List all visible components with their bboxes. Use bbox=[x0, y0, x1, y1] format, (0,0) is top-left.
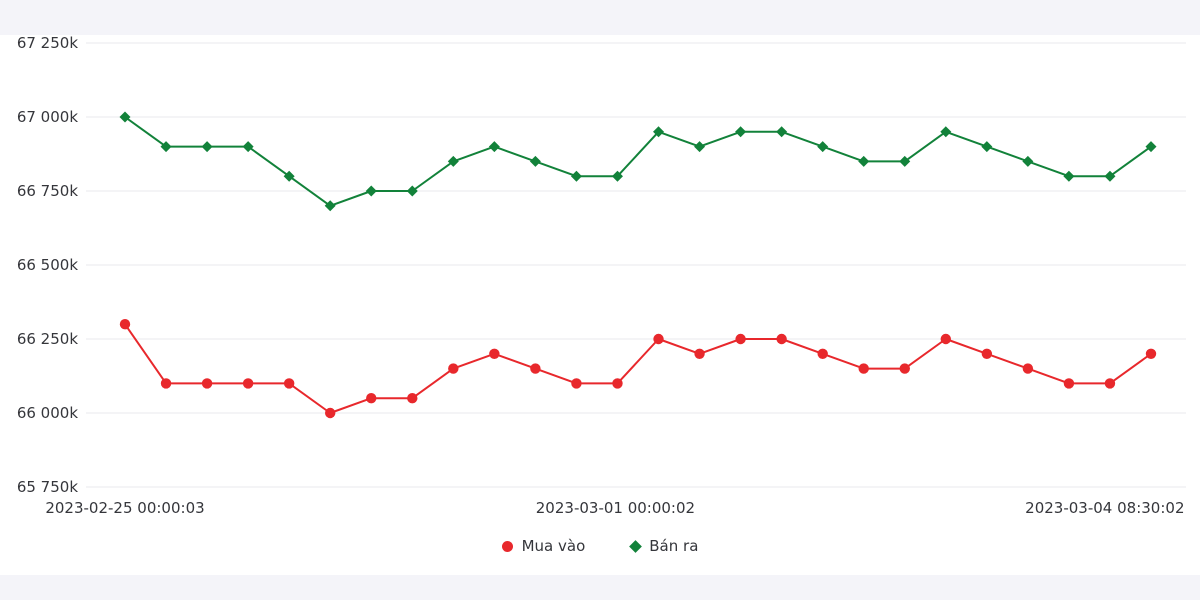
data-point-diamond[interactable] bbox=[1063, 170, 1075, 182]
data-point-diamond[interactable] bbox=[1022, 155, 1034, 167]
y-tick-label: 66 750k bbox=[17, 182, 78, 200]
data-point-diamond[interactable] bbox=[324, 200, 336, 212]
legend-item-ban-ra[interactable]: Bán ra bbox=[629, 537, 699, 555]
series-mua-vao bbox=[119, 319, 1157, 419]
data-point-circle[interactable] bbox=[858, 363, 869, 374]
y-tick-label: 66 500k bbox=[17, 256, 78, 274]
data-point-circle[interactable] bbox=[940, 333, 951, 345]
data-point-circle[interactable] bbox=[981, 348, 993, 359]
data-point-circle[interactable] bbox=[283, 378, 295, 389]
data-point-diamond[interactable] bbox=[160, 141, 172, 153]
y-tick-label: 66 000k bbox=[17, 404, 78, 422]
legend-item-mua-vao[interactable]: Mua vào bbox=[501, 537, 586, 555]
y-tick-label: 67 250k bbox=[17, 35, 78, 52]
gold-price-chart-panel: 67 250k 67 000k 66 750k 66 500k 66 250k 66 00… bbox=[0, 35, 1200, 575]
data-point-circle[interactable] bbox=[1145, 348, 1157, 359]
data-point-diamond[interactable] bbox=[242, 141, 254, 153]
data-point-diamond[interactable] bbox=[119, 111, 131, 123]
data-point-circle[interactable] bbox=[1022, 363, 1034, 374]
data-point-diamond[interactable] bbox=[488, 141, 500, 153]
data-point-circle[interactable] bbox=[160, 378, 172, 389]
legend-label-ban-ra: Bán ra bbox=[649, 537, 699, 555]
data-point-diamond[interactable] bbox=[981, 141, 993, 153]
data-point-diamond[interactable] bbox=[653, 126, 665, 138]
chart-legend: Mua vào Bán ra bbox=[0, 537, 1200, 555]
data-point-circle[interactable] bbox=[407, 393, 418, 404]
data-point-circle[interactable] bbox=[201, 378, 213, 389]
data-point-circle[interactable] bbox=[366, 393, 377, 404]
data-point-circle[interactable] bbox=[571, 378, 582, 389]
mua-vao-marker-icon bbox=[501, 540, 513, 552]
data-point-circle[interactable] bbox=[325, 407, 336, 419]
x-tick-label: 2023-02-25 00:00:03 bbox=[45, 499, 204, 517]
data-point-diamond[interactable] bbox=[735, 126, 747, 138]
x-tick-label: 2023-03-01 00:00:02 bbox=[536, 499, 695, 517]
data-point-diamond[interactable] bbox=[570, 170, 582, 182]
data-point-diamond[interactable] bbox=[694, 141, 706, 153]
legend-label-mua-vao: Mua vào bbox=[521, 537, 586, 555]
data-point-diamond[interactable] bbox=[940, 126, 952, 138]
price-line-chart[interactable]: 67 250k 67 000k 66 750k 66 500k 66 250k 66 00… bbox=[0, 35, 1200, 525]
data-point-circle[interactable] bbox=[694, 348, 705, 359]
data-point-circle[interactable] bbox=[612, 378, 623, 389]
y-gridlines bbox=[86, 42, 1186, 488]
y-tick-label: 65 750k bbox=[17, 478, 78, 496]
data-point-diamond[interactable] bbox=[776, 126, 788, 138]
data-point-diamond[interactable] bbox=[858, 155, 870, 167]
data-point-circle[interactable] bbox=[119, 319, 131, 330]
y-tick-label: 66 250k bbox=[17, 330, 78, 348]
data-point-diamond[interactable] bbox=[899, 155, 911, 167]
data-point-diamond[interactable] bbox=[406, 185, 418, 197]
data-point-circle[interactable] bbox=[242, 378, 254, 389]
data-point-circle[interactable] bbox=[489, 348, 500, 359]
ban-ra-marker-icon bbox=[629, 539, 643, 553]
data-point-circle[interactable] bbox=[653, 333, 664, 345]
data-point-diamond[interactable] bbox=[611, 170, 623, 182]
series-line bbox=[124, 116, 1152, 207]
data-point-diamond[interactable] bbox=[1104, 170, 1116, 182]
x-axis-labels: 2023-02-25 00:00:03 2023-03-01 00:00:02 20… bbox=[45, 499, 1184, 517]
data-point-diamond[interactable] bbox=[817, 141, 829, 153]
data-point-circle[interactable] bbox=[448, 363, 459, 374]
y-tick-label: 67 000k bbox=[17, 108, 78, 126]
data-point-circle[interactable] bbox=[530, 363, 541, 374]
data-point-diamond[interactable] bbox=[1145, 141, 1157, 153]
data-point-diamond[interactable] bbox=[283, 170, 295, 182]
data-point-circle[interactable] bbox=[1063, 378, 1075, 389]
series-line bbox=[124, 323, 1152, 414]
data-point-circle[interactable] bbox=[1104, 378, 1116, 389]
data-point-circle[interactable] bbox=[776, 333, 787, 345]
data-point-diamond[interactable] bbox=[447, 155, 459, 167]
data-point-diamond[interactable] bbox=[201, 141, 213, 153]
y-axis-labels: 67 250k 67 000k 66 750k 66 500k 66 250k 66 00… bbox=[17, 35, 78, 496]
data-point-diamond[interactable] bbox=[529, 155, 541, 167]
x-tick-label: 2023-03-04 08:30:02 bbox=[1025, 499, 1184, 517]
data-point-circle[interactable] bbox=[899, 363, 910, 374]
data-point-circle[interactable] bbox=[817, 348, 828, 359]
data-point-circle[interactable] bbox=[735, 333, 746, 345]
series-ban-ra bbox=[119, 111, 1157, 212]
data-point-diamond[interactable] bbox=[365, 185, 377, 197]
